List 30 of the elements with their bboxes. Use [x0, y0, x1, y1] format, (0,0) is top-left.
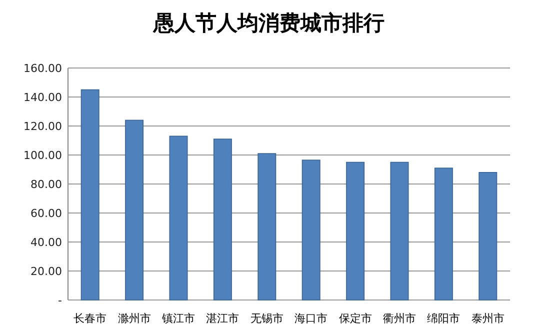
x-tick-label: 长春市 [74, 312, 107, 325]
bar [258, 153, 276, 300]
y-tick-label: 80.00 [30, 178, 62, 191]
bar [125, 120, 144, 300]
x-tick-label: 衢州市 [383, 312, 416, 325]
bar [213, 138, 232, 300]
bar [302, 160, 320, 300]
y-tick-label: 100.00 [24, 149, 62, 162]
bar [346, 162, 365, 300]
bar [169, 136, 188, 300]
bar [434, 168, 453, 300]
bar [80, 89, 100, 300]
bar [390, 162, 409, 300]
y-tick-label: 120.00 [24, 120, 62, 133]
x-tick-label: 绵阳市 [427, 312, 460, 325]
x-tick-label: 镇江市 [161, 312, 195, 325]
y-tick-label: - [58, 294, 62, 307]
bar [478, 172, 498, 300]
x-tick-label: 无锡市 [250, 312, 284, 325]
x-tick-label: 海口市 [294, 312, 328, 325]
x-tick-label: 保定市 [338, 312, 372, 325]
chart-title: 愚人节人均消费城市排行 [152, 10, 384, 35]
x-tick-label: 泰州市 [471, 312, 504, 325]
y-tick-label: 40.00 [30, 236, 62, 249]
y-tick-label: 160.00 [24, 62, 62, 75]
y-tick-label: 60.00 [30, 207, 62, 220]
x-tick-label: 湛江市 [206, 312, 240, 325]
y-tick-label: 140.00 [24, 91, 62, 104]
y-tick-label: 20.00 [30, 265, 62, 278]
x-tick-label: 滁州市 [118, 312, 151, 325]
